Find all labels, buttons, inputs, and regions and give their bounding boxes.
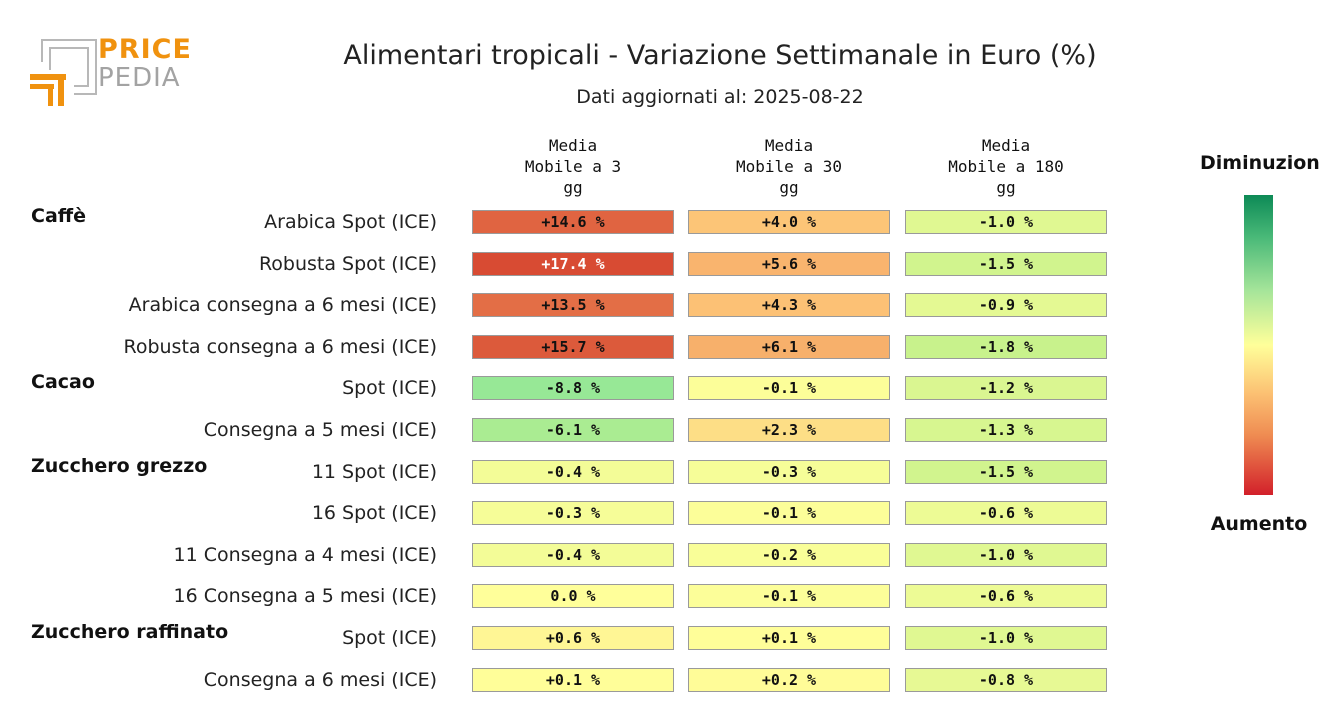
chart-subtitle: Dati aggiornati al: 2025-08-22 [576, 86, 864, 108]
heatmap-cell: -0.9 % [905, 293, 1107, 318]
heatmap-cell: +4.3 % [688, 293, 890, 318]
logo-word-price: PRICE [98, 34, 192, 65]
column-header-line: gg [779, 178, 799, 197]
heatmap-cell: +17.4 % [472, 251, 674, 276]
row-label: Robusta Spot (ICE) [258, 252, 437, 275]
column-header: Media Mobile a 30 gg [687, 135, 891, 198]
heatmap-cell: -0.6 % [905, 501, 1107, 526]
row-label: Spot (ICE) [342, 627, 437, 649]
heatmap-cell: -1.5 % [905, 459, 1107, 484]
heatmap-cell: -0.6 % [905, 584, 1107, 609]
logo-mark [30, 39, 97, 106]
heatmap-cell: -1.8 % [905, 334, 1107, 359]
heatmap-cell: +14.6 % [472, 210, 674, 234]
group-label: Zucchero raffinato [31, 621, 229, 643]
heatmap-cell: -1.5 % [905, 251, 1107, 276]
column-header: Media Mobile a 3 gg [471, 135, 675, 198]
pricepedia-logo: PRICE PEDIA [28, 36, 198, 112]
heatmap-cell: +0.6 % [472, 626, 674, 650]
row-label: 16 Consegna a 5 mesi (ICE) [173, 585, 437, 608]
column-header-line: Media [764, 136, 814, 155]
heatmap-cell: -8.8 % [472, 376, 674, 401]
heatmap-cell: +4.0 % [688, 210, 890, 234]
heatmap-cell: -6.1 % [472, 418, 674, 442]
heatmap-cell: -0.1 % [688, 501, 890, 526]
heatmap-cell: -1.0 % [905, 626, 1107, 650]
column-header-line: gg [563, 178, 583, 197]
row-label: 11 Consegna a 4 mesi (ICE) [173, 543, 437, 566]
heatmap-cell: -0.4 % [472, 542, 674, 567]
column-header: Media Mobile a 180 gg [904, 135, 1108, 198]
heatmap-cell: -0.1 % [688, 584, 890, 609]
chart-title: Alimentari tropicali - Variazione Settim… [343, 40, 1097, 71]
column-header-line: Mobile a 30 [736, 157, 842, 176]
row-label: 16 Spot (ICE) [311, 502, 437, 525]
heatmap-cell: -0.3 % [472, 501, 674, 526]
heatmap-cell: -0.1 % [688, 376, 890, 401]
heatmap-cell: -0.2 % [688, 542, 890, 567]
row-label: 11 Spot (ICE) [311, 460, 437, 483]
row-label: Arabica Spot (ICE) [264, 211, 437, 233]
legend-top-label: Diminuzione [1200, 152, 1320, 174]
heatmap-cell: +15.7 % [472, 334, 674, 359]
heatmap-cell: +0.1 % [688, 626, 890, 650]
column-header-line: Mobile a 180 [948, 157, 1064, 176]
heatmap-cell: +13.5 % [472, 293, 674, 318]
column-header-line: Media [981, 136, 1031, 155]
heatmap-cell: -0.8 % [905, 667, 1107, 692]
heatmap-cell: +6.1 % [688, 334, 890, 359]
heatmap-cell: -1.0 % [905, 542, 1107, 567]
heatmap-cell: -0.3 % [688, 459, 890, 484]
column-header-line: Media [548, 136, 598, 155]
heatmap-cell: +2.3 % [688, 418, 890, 442]
column-header-line: gg [996, 178, 1016, 197]
heatmap-cell: -1.3 % [905, 418, 1107, 442]
legend-bottom-label: Aumento [1210, 513, 1308, 535]
heatmap-cell: +0.2 % [688, 667, 890, 692]
legend-colorbar [1244, 195, 1273, 495]
heatmap-cell: -0.4 % [472, 459, 674, 484]
column-header-line: Mobile a 3 [524, 157, 622, 176]
heatmap-cell: -1.0 % [905, 210, 1107, 234]
row-label: Spot (ICE) [342, 377, 437, 400]
heatmap-cell: 0.0 % [472, 584, 674, 609]
row-label: Arabica consegna a 6 mesi (ICE) [128, 294, 437, 317]
heatmap-cell: +0.1 % [472, 667, 674, 692]
row-label: Consegna a 6 mesi (ICE) [203, 668, 437, 691]
group-label: Caffè [31, 205, 87, 227]
row-label: Robusta consegna a 6 mesi (ICE) [123, 335, 437, 358]
logo-word-pedia: PEDIA [98, 63, 181, 93]
group-label: Zucchero grezzo [31, 454, 208, 477]
heatmap-cell: +5.6 % [688, 251, 890, 276]
group-label: Cacao [31, 371, 95, 394]
heatmap-cell: -1.2 % [905, 376, 1107, 401]
row-label: Consegna a 5 mesi (ICE) [203, 419, 437, 441]
